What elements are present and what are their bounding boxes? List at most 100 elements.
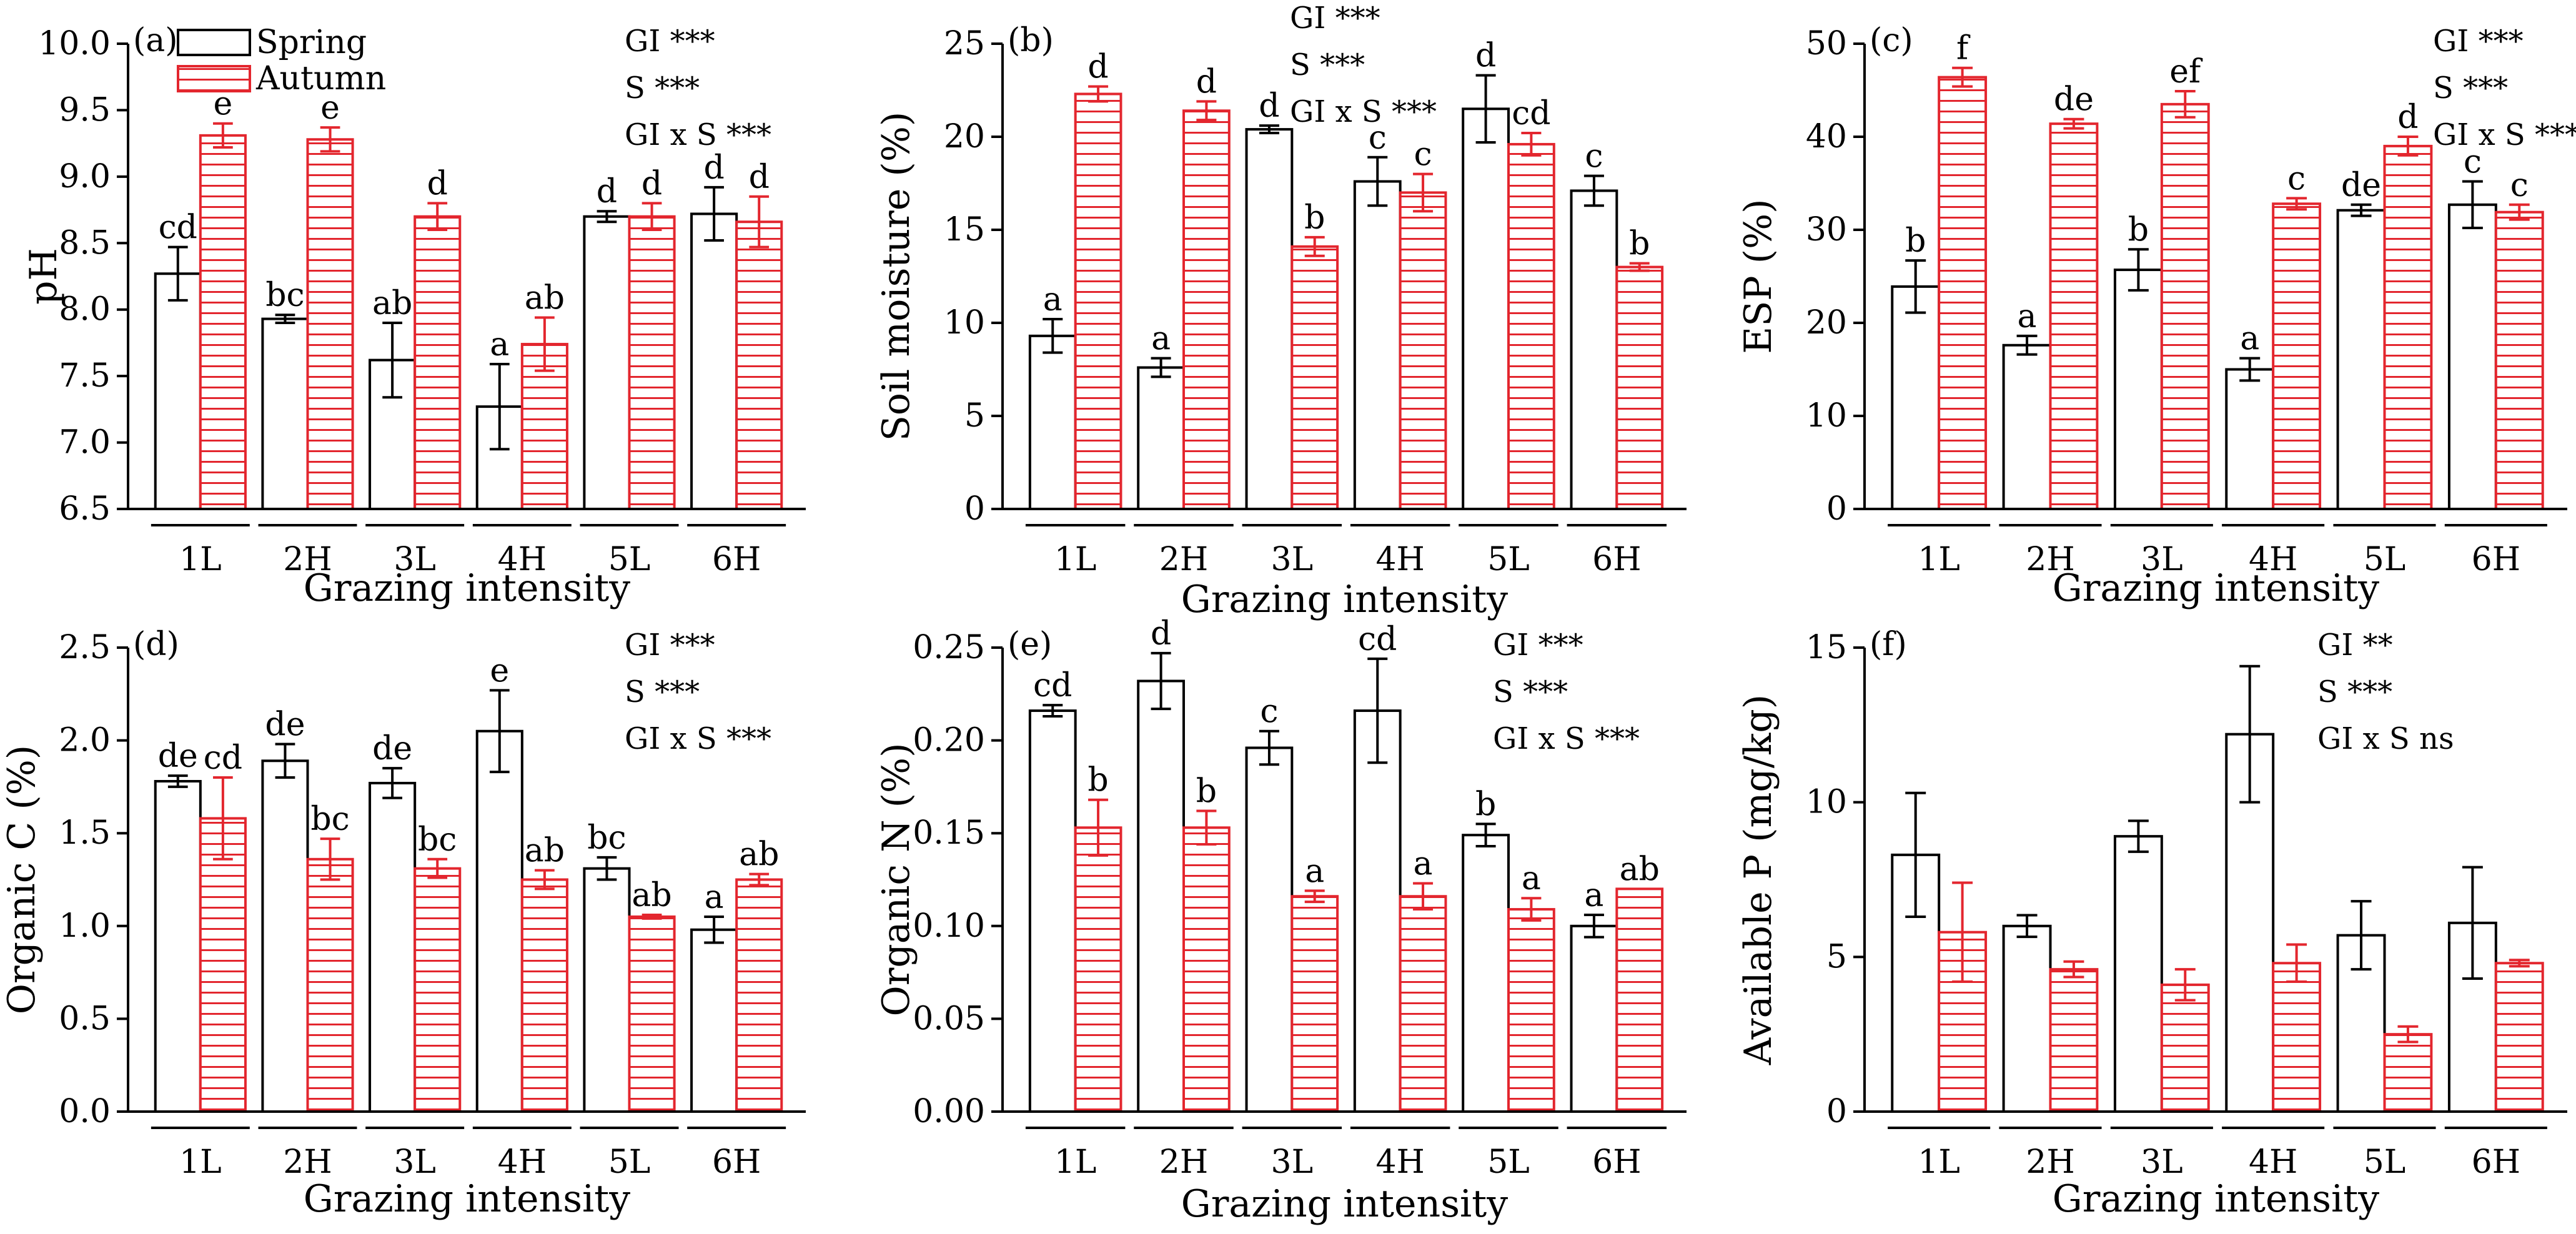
- spring-bar: [1570, 924, 1618, 1113]
- autumn-bar: [1290, 245, 1339, 510]
- x-tick-label: 4H: [2249, 541, 2297, 578]
- y-tick-label: 0.00: [913, 1093, 985, 1130]
- panel-label: (a): [133, 22, 178, 59]
- autumn-bar: [628, 915, 676, 1113]
- panel-a: 6.57.07.58.08.59.09.510.0pH(a)cde1Lbce2H…: [22, 22, 806, 610]
- y-tick-label: 2.0: [59, 722, 111, 759]
- panel-e: 0.00 0.05 0.10 0.15 0.20 0.25 Organic N (%) (e)…: [874, 615, 1687, 1226]
- significance-letter: d: [597, 173, 617, 210]
- x-axis-title: Grazing intensity: [1181, 1182, 1508, 1226]
- autumn-bar: [2160, 983, 2210, 1113]
- y-axis-title: pH: [22, 248, 66, 305]
- spring-bar: [2002, 343, 2052, 510]
- significance-letter: d: [1196, 63, 1217, 101]
- x-tick-label: 4H: [2249, 1143, 2297, 1181]
- significance-letter: ab: [525, 832, 565, 870]
- y-tick-label: 1.5: [59, 814, 111, 852]
- x-tick-label: 1L: [1054, 1143, 1097, 1181]
- significance-letter: cd: [1358, 621, 1397, 658]
- x-tick-label: 4H: [1375, 1143, 1424, 1181]
- x-tick-label: 6H: [712, 541, 761, 578]
- y-tick-label: 30: [1806, 211, 1847, 249]
- stat-annotation: GI x S ns: [2317, 721, 2454, 756]
- significance-letter: e: [490, 652, 509, 689]
- stat-annotation: S ***: [1493, 674, 1568, 709]
- x-tick-label: 5L: [608, 1143, 651, 1181]
- stat-annotation: GI x S ***: [1493, 721, 1640, 756]
- spring-bar: [1245, 746, 1294, 1113]
- spring-bar: [369, 781, 417, 1113]
- spring-bar: [2447, 203, 2497, 510]
- autumn-bar: [414, 867, 462, 1113]
- x-tick-label: 2H: [1159, 541, 1208, 578]
- spring-bar: [1891, 285, 1941, 510]
- spring-bar: [690, 928, 738, 1113]
- y-tick-label: 1.0: [59, 907, 111, 945]
- panel-label: (c): [1870, 22, 1913, 59]
- significance-letter: bc: [310, 801, 349, 838]
- autumn-bar: [1182, 109, 1231, 510]
- stat-annotation: GI ***: [2433, 24, 2524, 59]
- x-tick-label: 2H: [1159, 1143, 1208, 1181]
- significance-letter: a: [490, 326, 509, 363]
- significance-letter: b: [1087, 762, 1108, 799]
- x-tick-label: 3L: [394, 1143, 436, 1181]
- y-tick-label: 20: [944, 118, 985, 155]
- autumn-bar: [735, 878, 783, 1113]
- y-tick-label: 10: [1806, 784, 1847, 821]
- spring-bar: [154, 272, 202, 510]
- spring-bar: [2113, 269, 2163, 510]
- significance-letter: b: [1905, 222, 1926, 260]
- x-tick-label: 2H: [2026, 541, 2074, 578]
- significance-letter: d: [1151, 615, 1171, 653]
- significance-letter: d: [703, 149, 724, 187]
- significance-letter: cd: [1512, 95, 1550, 132]
- legend-spring-label: Spring: [256, 24, 367, 61]
- x-tick-label: 5L: [608, 541, 651, 578]
- significance-letter: d: [1087, 49, 1108, 86]
- significance-letter: b: [1475, 786, 1496, 823]
- autumn-bar: [2383, 1033, 2433, 1113]
- spring-bar: [1570, 189, 1618, 510]
- autumn-bar: [520, 878, 568, 1113]
- stat-annotation: S ***: [625, 71, 700, 106]
- significance-letter: a: [1584, 877, 1603, 914]
- y-tick-label: 5: [1826, 938, 1847, 975]
- x-tick-label: 2H: [283, 1143, 332, 1181]
- y-tick-label: 7.5: [59, 357, 111, 395]
- significance-letter: de: [2054, 81, 2094, 119]
- significance-letter: d: [427, 165, 448, 202]
- significance-letter: a: [1414, 845, 1433, 882]
- x-axis-title: Grazing intensity: [304, 1177, 630, 1221]
- x-tick-label: 1L: [179, 541, 222, 578]
- stat-annotation: GI ***: [625, 628, 715, 663]
- autumn-bar: [628, 215, 676, 510]
- autumn-bar: [1399, 191, 1447, 510]
- spring-bar: [690, 212, 738, 510]
- panel-c: 0 10 20 30 40 50 ESP (%) (c) b f 1L a de 2H b ef 3L a c 4H d…: [1736, 22, 2576, 610]
- spring-bar: [1028, 334, 1077, 510]
- panel-f: 0 5 10 15 Available P (mg/kg) (f) 1L 2H 3L 4H 5L 6H…: [1736, 626, 2567, 1221]
- spring-bar: [1353, 180, 1402, 510]
- significance-letter: c: [1369, 119, 1387, 157]
- significance-letter: ab: [632, 877, 671, 914]
- significance-letter: ab: [1620, 851, 1660, 888]
- autumn-bar: [1182, 826, 1231, 1113]
- y-tick-label: 10: [944, 304, 985, 342]
- significance-letter: ab: [739, 836, 779, 874]
- x-tick-label: 6H: [1592, 541, 1641, 578]
- y-axis-title: ESP (%): [1736, 199, 1780, 353]
- significance-letter: a: [2240, 320, 2259, 358]
- y-axis-title: Organic C (%): [0, 745, 44, 1014]
- x-axis-title: Grazing intensity: [1181, 578, 1508, 621]
- autumn-bar: [1615, 265, 1664, 510]
- significance-letter: b: [2128, 211, 2149, 249]
- autumn-bar: [1938, 76, 1988, 510]
- significance-letter: ef: [2169, 53, 2203, 91]
- stat-annotation: S ***: [2317, 674, 2392, 709]
- stat-annotation: GI x S ***: [625, 117, 771, 152]
- significance-letter: ab: [525, 279, 565, 317]
